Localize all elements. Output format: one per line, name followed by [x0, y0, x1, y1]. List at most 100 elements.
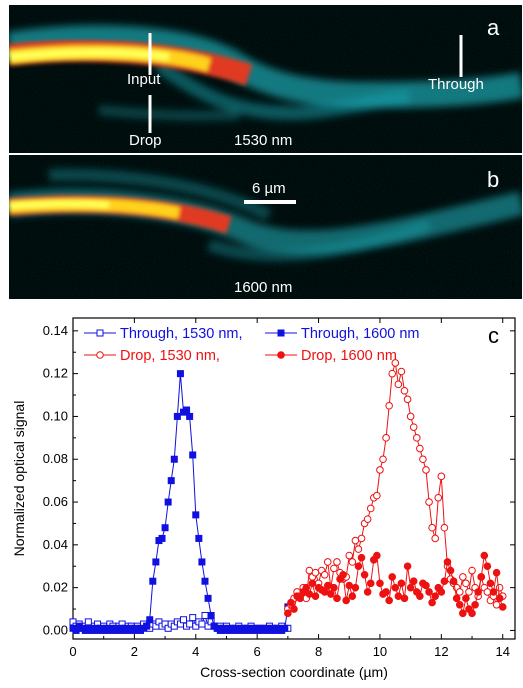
data-point [443, 558, 452, 566]
y-tick-label: 0.10 [43, 408, 68, 423]
x-tick-label: 2 [131, 644, 138, 659]
data-point [330, 583, 338, 592]
data-point [498, 603, 507, 611]
data-point [290, 605, 298, 613]
data-point [483, 588, 492, 596]
series-3 [284, 551, 507, 618]
data-point [480, 551, 489, 560]
chart-svg: 0 2 4 6 8 10 12 14 0.00 0.02 0.04 0.06 0.08 0.10 0.12 0… [11, 317, 516, 680]
panel-b-image: 6 µm 1600 nm b [9, 155, 522, 299]
data-point [180, 616, 187, 624]
data-point [84, 618, 92, 626]
data-point [183, 406, 191, 414]
y-tick-label: 0.00 [43, 622, 68, 637]
data-point [388, 573, 397, 581]
y-tick-label: 0.04 [43, 537, 68, 552]
legend-marker [277, 351, 285, 359]
data-point [284, 609, 292, 618]
data-point [302, 583, 311, 592]
y-tick-label: 0.14 [43, 323, 68, 338]
data-point [152, 558, 160, 566]
data-point [455, 588, 464, 596]
data-point [394, 380, 403, 389]
data-point [391, 359, 400, 367]
data-point [462, 579, 470, 588]
x-axis-label: Cross-section coordinate (µm) [200, 664, 388, 680]
data-point [149, 577, 157, 585]
data-point [305, 566, 314, 575]
data-point [345, 581, 354, 590]
data-point [397, 367, 406, 376]
data-point [422, 581, 430, 590]
data-point [143, 622, 151, 630]
y-tick-label: 0.02 [43, 580, 68, 595]
data-point [192, 511, 200, 519]
legend-label: Through, 1600 nm [301, 326, 420, 342]
data-point [425, 498, 433, 506]
data-point [296, 594, 304, 603]
data-point [468, 609, 476, 618]
data-point [388, 369, 397, 378]
data-point [376, 466, 384, 474]
data-point [351, 536, 360, 545]
data-point [459, 573, 467, 581]
data-point [459, 609, 467, 618]
data-point [489, 588, 498, 596]
data-point [409, 577, 418, 586]
series-2 [284, 359, 507, 613]
data-point [167, 477, 175, 485]
through-label: Through [428, 76, 484, 93]
data-point [486, 579, 495, 588]
data-point [170, 455, 178, 463]
data-point [382, 434, 390, 442]
data-point [477, 573, 486, 581]
data-point [471, 600, 479, 609]
x-tick-label: 0 [69, 644, 76, 659]
data-point [186, 412, 194, 420]
data-point [449, 577, 458, 586]
data-point [164, 498, 172, 506]
data-point [348, 558, 357, 566]
data-point [323, 581, 332, 590]
data-point [431, 534, 439, 543]
legend-label: Through, 1530 nm, [120, 326, 243, 342]
data-point [406, 583, 415, 592]
panel-letter-b: b [487, 167, 500, 192]
data-point [483, 562, 492, 571]
data-point [446, 566, 455, 575]
data-point [440, 523, 449, 532]
data-point [468, 566, 476, 575]
x-tick-label: 14 [495, 644, 509, 659]
data-point [305, 590, 314, 598]
legend-label: Drop, 1530 nm, [120, 348, 220, 364]
data-point [146, 616, 154, 624]
data-point [406, 412, 415, 421]
data-point [342, 596, 350, 605]
data-point [176, 370, 184, 378]
data-point [437, 588, 446, 596]
data-point [207, 611, 215, 619]
data-point [385, 401, 393, 410]
data-point [434, 493, 443, 502]
data-point [394, 592, 403, 601]
data-point [339, 571, 347, 579]
data-point [495, 583, 504, 592]
data-point [465, 588, 473, 596]
data-point [287, 598, 295, 607]
data-point [428, 598, 436, 607]
data-point [419, 455, 427, 464]
wavelength-label-b: 1600 nm [234, 279, 293, 296]
x-tick-label: 6 [254, 644, 261, 659]
plot-area [72, 317, 516, 640]
drop-label: Drop [129, 132, 162, 149]
x-tick-label: 10 [373, 644, 387, 659]
data-point [320, 588, 329, 596]
legend-marker [277, 329, 285, 337]
data-point [311, 568, 320, 577]
y-tick-label: 0.12 [43, 366, 68, 381]
data-point [354, 562, 363, 571]
data-point [492, 600, 501, 609]
y-tick-label: 0.06 [43, 494, 68, 509]
data-point [373, 551, 381, 560]
data-point [416, 444, 424, 453]
